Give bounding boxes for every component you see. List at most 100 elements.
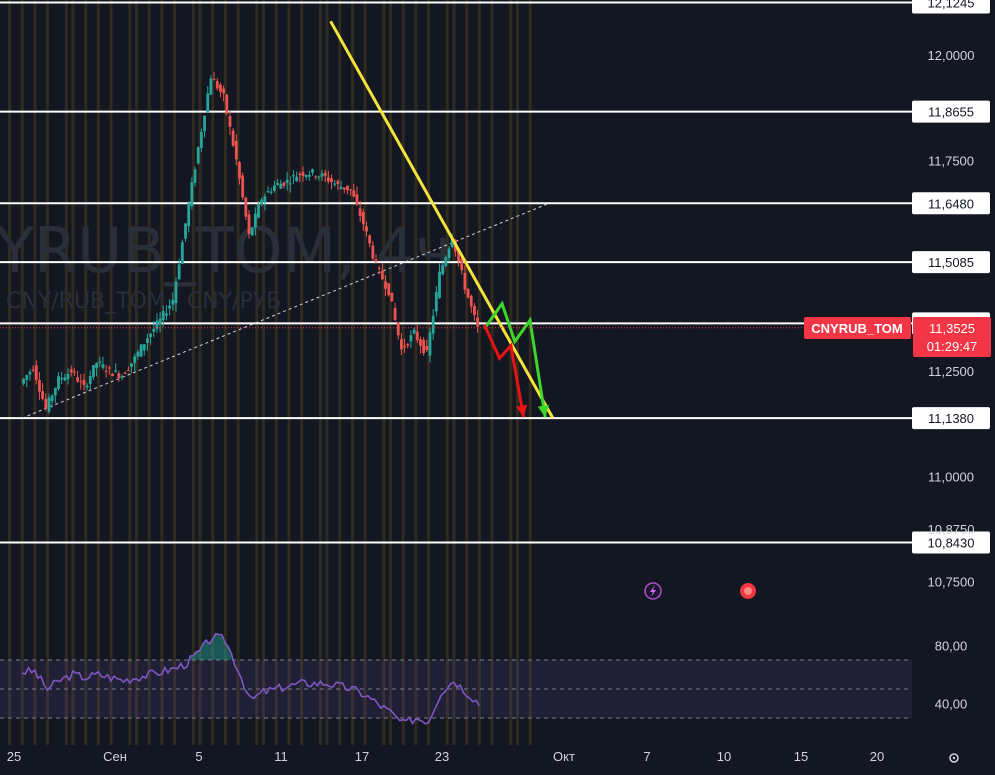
candle-body (463, 272, 467, 290)
session-stripe (287, 0, 291, 745)
candle-body (387, 283, 391, 296)
candle-body (79, 381, 83, 383)
flag-icon[interactable] (740, 583, 756, 599)
candle-body (438, 271, 441, 298)
level-label-box (912, 407, 990, 430)
candle-body (142, 344, 146, 351)
candle-body (355, 194, 359, 205)
candle-body (47, 397, 51, 412)
candle-body (28, 371, 32, 375)
session-stripe (427, 0, 431, 745)
session-stripe (96, 0, 100, 745)
price-axis[interactable]: 12,124511,865511,648011,508511,363011,13… (912, 0, 990, 590)
time-tick-label: Сен (103, 749, 127, 764)
candle-body (349, 189, 353, 191)
candle-body (330, 178, 333, 182)
candle-body (301, 172, 305, 176)
candles (22, 72, 480, 414)
candle-body (85, 385, 89, 388)
time-tick-label: 11 (274, 749, 288, 764)
candle-body (171, 299, 175, 305)
session-stripe (401, 0, 405, 745)
session-stripe (528, 0, 532, 745)
candle-body (95, 363, 99, 369)
time-axis[interactable]: 25 Сен 5 11 17 23 Окт 7 10 15 20 (7, 749, 884, 764)
time-tick-label: 25 (7, 749, 21, 764)
candle-body (250, 227, 254, 236)
candle-body (101, 364, 105, 368)
candle-body (133, 356, 137, 363)
candle-body (441, 265, 445, 275)
support-line[interactable] (21, 202, 550, 419)
time-tick-label: 23 (435, 749, 449, 764)
forecast-up-arrow-head[interactable] (537, 404, 550, 418)
candle-body (206, 93, 210, 113)
candle-body (450, 239, 454, 247)
gear-icon[interactable] (949, 753, 959, 763)
session-stripe (300, 0, 304, 745)
session-stripe (382, 0, 386, 745)
price-tick-label: 10,7500 (928, 575, 975, 590)
session-stripe (490, 0, 494, 745)
candle-body (187, 203, 191, 227)
candle-body (152, 328, 156, 332)
candle-body (241, 175, 245, 198)
candle-body (66, 373, 70, 379)
candle-body (377, 267, 381, 269)
candle-body (180, 242, 184, 264)
session-stripe (223, 0, 227, 745)
resistance-trendline[interactable] (329, 20, 555, 419)
forecast-down-arrow[interactable] (482, 323, 526, 418)
candle-body (72, 371, 76, 373)
candle-body (444, 257, 448, 266)
candle-body (219, 84, 222, 92)
candle-body (111, 373, 114, 376)
candle-body (63, 377, 67, 381)
rsi-pane: 80,00 40,00 (0, 632, 967, 725)
forecast-down-arrow-head[interactable] (516, 404, 528, 418)
candle-body (431, 315, 435, 334)
candle-body (279, 183, 283, 189)
level-label: 11,5085 (928, 255, 974, 270)
candle-body (209, 78, 213, 95)
candle-body (476, 317, 480, 327)
candle-body (314, 176, 318, 178)
candle-body (34, 365, 38, 381)
forecast-arrows[interactable] (0, 300, 804, 418)
time-tick-label: Окт (553, 749, 575, 764)
candle-body (469, 296, 473, 307)
resistance-line[interactable] (329, 20, 555, 419)
candle-body (425, 346, 429, 351)
current-price-tag: CNYRUB_TOM 11,3525 01:29:47 (804, 317, 991, 357)
candle-body (339, 187, 343, 189)
candle-body (288, 183, 292, 185)
candle-body (380, 270, 384, 280)
candle-body (238, 162, 241, 179)
candle-body (403, 346, 406, 348)
candle-body (253, 213, 257, 228)
candle-body (282, 182, 286, 186)
candle-body (333, 183, 337, 185)
session-stripe (211, 0, 215, 745)
candle-body (368, 235, 372, 244)
candle-body (361, 211, 365, 225)
candle-body (146, 338, 149, 344)
session-stripe (509, 0, 513, 745)
forecast-up-arrow[interactable] (483, 300, 547, 418)
level-label: 10,8430 (928, 535, 975, 550)
candle-body (92, 365, 95, 378)
candle-body (82, 380, 86, 385)
support-trendline[interactable] (21, 202, 550, 419)
candle-body (50, 395, 54, 402)
lightning-icon[interactable] (644, 582, 662, 600)
candle-body (69, 369, 73, 373)
session-stripe (198, 0, 202, 745)
candle-body (231, 130, 235, 146)
time-tick-label: 17 (355, 749, 369, 764)
session-stripe (516, 0, 519, 745)
level-label-box (912, 192, 990, 215)
candle-body (260, 199, 264, 205)
candle-body (234, 140, 238, 160)
session-stripe (445, 0, 449, 745)
